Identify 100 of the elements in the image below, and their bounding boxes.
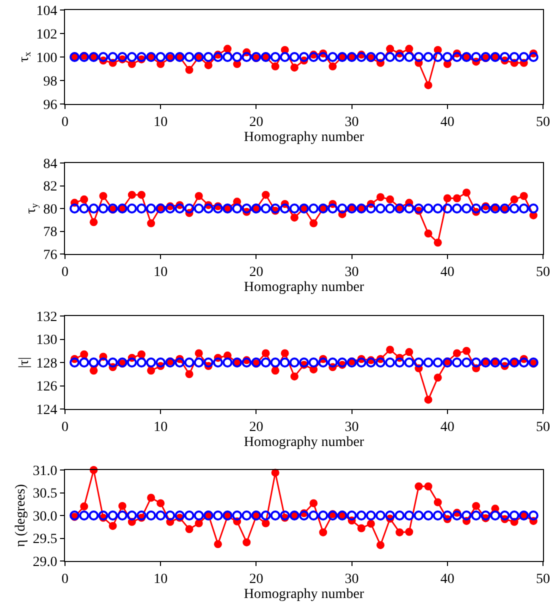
point	[174, 358, 185, 368]
point	[462, 204, 472, 214]
point	[147, 219, 156, 228]
y-tick-label: 130	[36, 333, 58, 348]
point	[366, 510, 376, 520]
point	[310, 499, 318, 508]
point	[185, 525, 194, 534]
point	[509, 204, 520, 214]
point	[452, 194, 461, 202]
point	[394, 358, 405, 368]
point	[356, 510, 366, 520]
point	[174, 204, 185, 214]
y-tick-label: 80	[43, 202, 58, 218]
point	[432, 358, 443, 368]
point	[442, 52, 452, 62]
point	[242, 358, 252, 368]
y-tick-label: 31.0	[32, 464, 58, 479]
point	[147, 494, 156, 502]
point	[204, 61, 212, 70]
point	[79, 358, 90, 368]
point	[414, 204, 424, 214]
point	[203, 204, 214, 214]
point	[212, 52, 223, 62]
point	[194, 510, 204, 520]
point	[290, 372, 298, 380]
point	[394, 510, 405, 520]
point	[128, 190, 136, 199]
point	[270, 358, 280, 368]
point	[318, 358, 328, 368]
point	[500, 358, 510, 368]
point	[232, 52, 242, 62]
point	[394, 52, 405, 62]
point	[184, 510, 194, 520]
point	[328, 52, 338, 62]
point	[424, 81, 432, 90]
point	[319, 528, 328, 536]
x-tick-label: 40	[440, 420, 454, 435]
point	[357, 524, 366, 532]
point	[414, 52, 424, 62]
point	[356, 358, 366, 368]
point	[88, 358, 99, 368]
point	[434, 238, 442, 247]
point	[262, 349, 270, 358]
y-axis-title: |τ|	[16, 356, 32, 368]
y-axis-title: η (degrees)	[13, 484, 28, 547]
y-tick-label: 96	[43, 98, 58, 113]
point	[203, 52, 214, 62]
point	[432, 204, 443, 214]
point	[518, 204, 529, 214]
y-tick-label: 124	[36, 402, 58, 418]
point	[308, 52, 319, 62]
point	[280, 52, 290, 62]
point	[126, 204, 137, 214]
point	[156, 358, 166, 368]
point	[165, 204, 176, 214]
point	[280, 349, 289, 358]
point	[386, 44, 394, 53]
point	[79, 204, 90, 214]
point	[118, 502, 126, 510]
point	[88, 204, 99, 214]
point	[424, 396, 432, 404]
point	[404, 510, 414, 520]
point	[500, 510, 510, 520]
x-tick-label: 20	[249, 264, 264, 280]
point	[404, 204, 414, 214]
x-tick-label: 0	[62, 572, 68, 587]
point	[520, 192, 528, 200]
point	[405, 348, 414, 356]
x-tick-label: 20	[249, 420, 264, 435]
point	[462, 346, 471, 355]
x-tick-label: 30	[344, 420, 359, 435]
point	[462, 188, 471, 197]
y-tick-label: 30.0	[32, 509, 58, 524]
y-tick-label: 132	[36, 310, 58, 325]
y-tick-label: 128	[36, 356, 58, 372]
point	[404, 358, 414, 368]
point	[185, 66, 194, 74]
point	[375, 52, 386, 62]
point	[194, 204, 204, 214]
point	[270, 204, 280, 214]
x-tick-label: 20	[249, 114, 264, 130]
point	[480, 510, 491, 520]
y-tick-label: 76	[43, 248, 58, 263]
point	[452, 52, 462, 62]
x-tick-label: 10	[154, 572, 168, 587]
point	[212, 510, 223, 520]
point	[528, 510, 538, 520]
point	[480, 204, 491, 214]
point	[136, 204, 146, 214]
x-tick-label: 30	[344, 572, 359, 587]
x-tick-label: 50	[536, 420, 550, 435]
point	[414, 482, 423, 490]
point	[242, 538, 251, 546]
point	[99, 192, 108, 200]
point	[375, 510, 386, 520]
point	[376, 193, 384, 202]
point	[404, 52, 414, 62]
y-tick-label: 126	[36, 380, 58, 395]
y-tick-label: 82	[43, 180, 58, 195]
point	[434, 498, 442, 506]
